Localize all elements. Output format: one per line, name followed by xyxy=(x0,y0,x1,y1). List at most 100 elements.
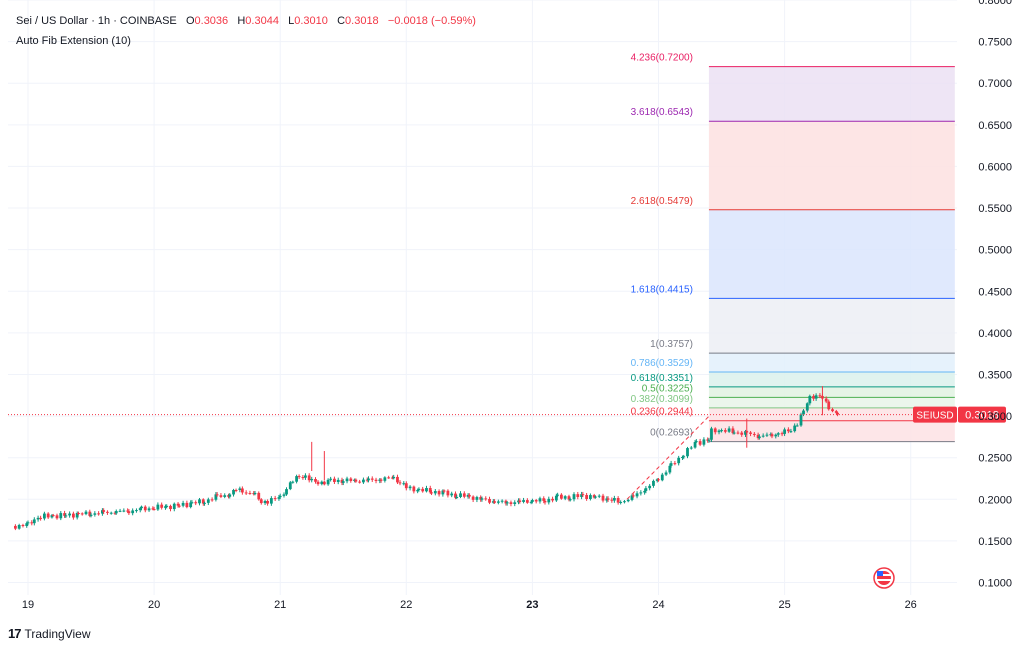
candle-body xyxy=(808,395,812,404)
candle-body xyxy=(223,495,227,497)
fib-trend-line xyxy=(626,415,710,500)
fib-zone xyxy=(708,420,955,442)
tradingview-logo[interactable]: 17 TradingView xyxy=(8,626,91,641)
candle-body xyxy=(64,515,68,517)
candle-body xyxy=(248,493,252,495)
x-tick-label: 26 xyxy=(905,599,917,611)
flag-canton xyxy=(877,571,883,576)
candle-body xyxy=(109,512,113,514)
candle-body xyxy=(244,492,248,494)
candle-body xyxy=(152,509,156,511)
candle-body xyxy=(412,486,416,492)
price-tag xyxy=(958,406,1006,423)
candle-body xyxy=(100,510,104,514)
price-tag-label: 0.3018 xyxy=(965,410,999,422)
candle-body xyxy=(789,431,793,433)
candle-body xyxy=(84,511,88,515)
symbol-tag-label: SEIUSD xyxy=(916,411,953,422)
candle-body xyxy=(75,512,79,518)
candle-body xyxy=(354,479,358,482)
candle-body xyxy=(455,496,459,498)
indicator-label[interactable]: Auto Fib Extension (10) xyxy=(16,35,131,47)
candle-body xyxy=(198,499,201,504)
tradingview-mark-icon: 17 xyxy=(8,626,22,641)
candle-body xyxy=(176,503,180,506)
candle-body xyxy=(190,502,194,504)
fib-level-label: 0.236(0.2944) xyxy=(631,407,693,418)
candle-body xyxy=(698,441,702,445)
open-label: O xyxy=(185,15,195,27)
y-axis[interactable]: 0.8000 0.7500 0.7000 0.6500 0.6000 0.5500 0.50… xyxy=(978,0,1012,590)
candle-body xyxy=(25,523,29,527)
y-tick-label: 0.6500 xyxy=(978,120,1012,132)
candle-body xyxy=(165,505,169,507)
candle-body xyxy=(345,478,349,482)
candle-body xyxy=(263,500,267,504)
candle-body xyxy=(234,489,238,491)
candle-body xyxy=(160,504,164,508)
candle-body xyxy=(693,442,697,448)
candle-body xyxy=(496,501,500,503)
candle-body xyxy=(635,493,639,497)
flag-stripe xyxy=(877,579,891,581)
candle-body xyxy=(669,463,673,466)
y-tick-label: 0.8000 xyxy=(978,0,1012,7)
symbol-title[interactable]: Sei / US Dollar · 1h · COINBASE xyxy=(16,15,177,27)
y-tick-label: 0.5500 xyxy=(978,203,1012,215)
flag-stripe xyxy=(877,574,891,576)
candle-body xyxy=(68,513,72,516)
candle-body xyxy=(349,478,353,481)
candle-body xyxy=(454,493,457,498)
fib-level-label: 0.382(0.3099) xyxy=(631,394,693,405)
fib-level-label: 1(0.3757) xyxy=(650,339,693,350)
candle-body xyxy=(707,439,711,441)
candle-body xyxy=(446,490,450,496)
candle-body xyxy=(437,491,441,495)
fib-level-label: 0.5(0.3225) xyxy=(642,383,693,394)
fib-zone xyxy=(708,386,955,398)
candle-body xyxy=(644,488,648,491)
candle-body xyxy=(30,522,34,524)
candle-body xyxy=(639,492,643,494)
fib-zone xyxy=(708,372,955,387)
candle-body xyxy=(576,494,580,497)
change-value: −0.0018 (−0.59%) xyxy=(387,15,476,27)
y-tick-label: 0.1500 xyxy=(978,536,1012,548)
candle-body xyxy=(214,494,218,500)
candle-body xyxy=(551,498,554,501)
candle-body xyxy=(118,510,122,512)
candle-body xyxy=(392,476,396,479)
candle-body xyxy=(238,488,242,491)
candle-body xyxy=(21,525,25,527)
candle-body xyxy=(534,500,538,502)
candle-body xyxy=(269,498,273,504)
candle-body xyxy=(13,525,17,529)
candle-body xyxy=(80,513,84,515)
candle-body xyxy=(538,498,542,502)
candle-body xyxy=(740,432,744,435)
candle-body xyxy=(93,513,97,515)
x-axis[interactable]: 19 20 21 22 23 24 25 26 xyxy=(22,599,917,611)
candle-body xyxy=(55,515,59,519)
x-tick-label: 22 xyxy=(400,599,412,611)
candle-body xyxy=(404,483,408,489)
y-tick-label: 0.3500 xyxy=(978,369,1012,381)
candle-body xyxy=(648,485,652,489)
candle-body xyxy=(513,502,517,504)
candle-body xyxy=(215,494,219,496)
candle-body xyxy=(172,503,176,510)
y-tick-label: 0.7500 xyxy=(978,37,1012,49)
candle-body xyxy=(606,498,610,500)
candle-body xyxy=(301,477,305,479)
candle-body xyxy=(504,500,508,504)
candle-body xyxy=(430,492,433,494)
candle-body xyxy=(266,500,269,504)
candle-body xyxy=(277,497,281,499)
low-label: L xyxy=(288,15,295,27)
candle-body xyxy=(88,511,92,516)
candle-body xyxy=(322,481,326,485)
candle-body xyxy=(543,500,547,503)
candle-body xyxy=(731,428,735,434)
candle-body xyxy=(26,522,30,524)
